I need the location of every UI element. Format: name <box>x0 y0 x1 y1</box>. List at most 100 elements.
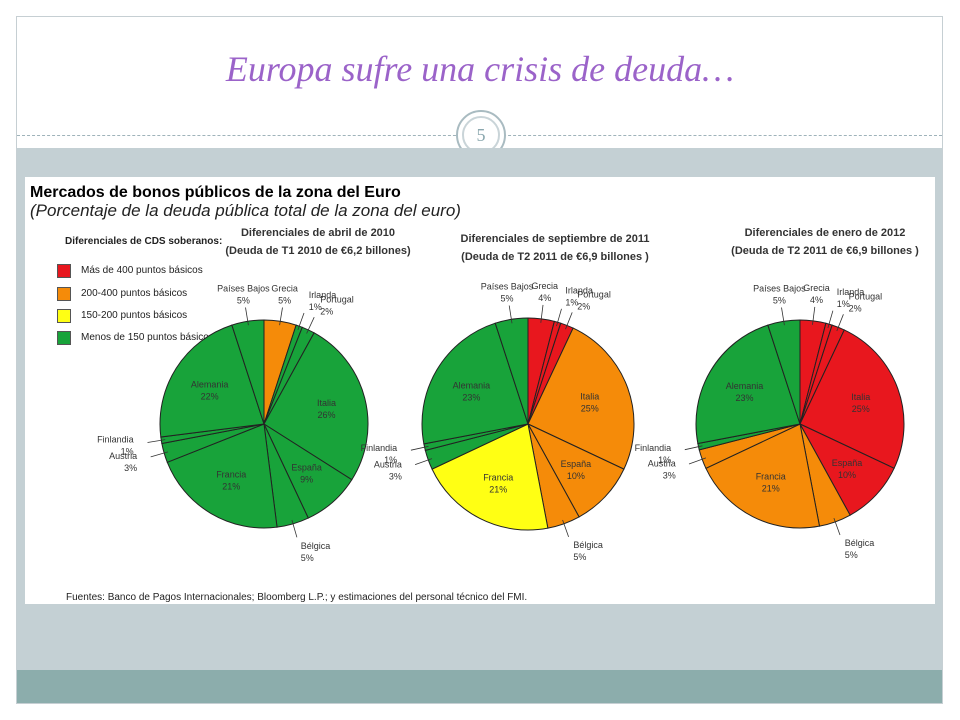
pie-2-value-alemania: 23% <box>462 393 480 403</box>
pie-3-leader-austria <box>688 457 707 465</box>
pie-1-leader-finlandia <box>147 439 166 443</box>
pie-3-leader-irlanda <box>827 310 834 329</box>
legend-label-yellow: 150-200 puntos básicos <box>81 310 188 321</box>
pie-title-2-line-1: Diferenciales de septiembre de 2011 <box>461 233 650 245</box>
pie-2-value-espana: 10% <box>567 471 585 481</box>
pie-1-slice-francia <box>166 423 278 529</box>
pie-title-1-line-2: (Deuda de T1 2010 de €6,2 billones) <box>225 245 411 257</box>
pie-2-value-finlandia: 1% <box>384 455 397 465</box>
legend-label-orange: 200-400 puntos básicos <box>81 288 188 299</box>
pie-3-value-austria: 3% <box>663 471 676 481</box>
pie-1-label-irlanda: Irlanda <box>309 290 337 300</box>
slide-frame <box>16 16 943 704</box>
pie-3-value-italia: 25% <box>852 404 870 414</box>
pie-2-label-irlanda: Irlanda <box>565 285 593 295</box>
pie-1-leader-paises-bajos <box>245 307 249 326</box>
pie-chart-2: Diferenciales de septiembre de 2011 (Deud… <box>361 233 650 562</box>
pie-1-value-irlanda: 1% <box>309 302 322 312</box>
pie-1-value-grecia: 5% <box>278 296 291 306</box>
pie-1-leader-grecia <box>279 307 283 326</box>
pie-1-label-austria: Austria <box>109 451 137 461</box>
footer-band <box>17 670 942 703</box>
pie-1-value-paises-bajos: 5% <box>237 296 250 306</box>
pie-2-label-austria: Austria <box>374 459 402 469</box>
pie-3-leader-portugal <box>836 314 844 332</box>
pie-1-leader-austria <box>150 451 169 458</box>
pie-2-leader-irlanda <box>556 308 562 327</box>
pie-chart-1: Diferenciales de abril de 2010 (Deuda de … <box>97 227 411 563</box>
pie-3-slice-francia <box>705 423 821 529</box>
pie-1-value-italia: 26% <box>317 410 335 420</box>
pie-3-value-espana: 10% <box>838 470 856 480</box>
pie-2-value-irlanda: 1% <box>565 297 578 307</box>
slide-title: Europa sufre una crisis de deuda… <box>225 49 735 89</box>
pie-2-label-portugal: Portugal <box>577 289 611 299</box>
pie-1-value-francia: 21% <box>222 482 240 492</box>
pie-3-value-alemania: 23% <box>735 393 753 403</box>
pie-1-label-alemania: Alemania <box>191 379 229 389</box>
pie-2-leader-grecia <box>540 304 544 323</box>
pie-2-leader-portugal <box>565 312 573 330</box>
pie-1-value-finlandia: 1% <box>121 447 134 457</box>
pie-2-slice-alemania <box>421 322 529 445</box>
pie-title-3-line-1: Diferenciales de enero de 2012 <box>745 227 906 239</box>
pie-1-label-paises-bajos: Países Bajos <box>217 284 270 294</box>
pie-3-value-irlanda: 1% <box>837 299 850 309</box>
pie-1-slice-alemania <box>159 324 265 438</box>
pie-1-leader-portugal <box>306 317 315 334</box>
pie-1-value-espana: 9% <box>300 474 313 484</box>
pie-title-3-line-2: (Deuda de T2 2011 de €6,9 billones ) <box>731 245 919 257</box>
pie-1-label-portugal: Portugal <box>320 295 354 305</box>
pie-1-value-alemania: 22% <box>201 391 219 401</box>
figure-sources: Fuentes: Banco de Pagos Internacionales;… <box>66 592 528 603</box>
pie-3-label-espana: España <box>832 458 863 468</box>
pie-3-value-finlandia: 1% <box>658 455 671 465</box>
legend-swatch-red <box>57 264 71 278</box>
pie-3-leader-paises-bajos <box>781 307 785 326</box>
pie-2-value-paises-bajos: 5% <box>500 294 513 304</box>
pie-1-value-belgica: 5% <box>301 553 314 563</box>
pie-2-leader-austria <box>414 458 433 465</box>
pie-1-slice-italia <box>263 332 369 481</box>
pie-2-label-finlandia: Finlandia <box>361 443 398 453</box>
pie-2-label-espana: España <box>561 459 592 469</box>
pie-3-label-belgica: Bélgica <box>845 538 875 548</box>
pie-3-value-grecia: 4% <box>810 295 823 305</box>
pie-2-value-belgica: 5% <box>573 552 586 562</box>
pie-3-label-alemania: Alemania <box>726 381 764 391</box>
legend-swatch-orange <box>57 287 71 301</box>
pie-3-leader-finlandia <box>684 445 703 451</box>
pie-3-label-francia: Francia <box>756 472 786 482</box>
figure-overlay-title: Mercados de bonos públicos de la zona de… <box>30 184 401 201</box>
pie-3-label-finlandia: Finlandia <box>635 443 672 453</box>
pie-3-label-austria: Austria <box>648 459 676 469</box>
pie-2-slice-francia <box>431 423 549 531</box>
legend-label-red: Más de 400 puntos básicos <box>81 265 203 276</box>
pie-3-value-paises-bajos: 5% <box>773 296 786 306</box>
pie-3-slice-alemania <box>695 324 801 445</box>
pie-1-label-finlandia: Finlandia <box>97 435 134 445</box>
pie-1-value-austria: 3% <box>124 463 137 473</box>
pie-3-leader-belgica <box>833 517 841 536</box>
pie-2-value-italia: 25% <box>581 404 599 414</box>
pie-3-value-belgica: 5% <box>845 550 858 560</box>
legend-label-green: Menos de 150 puntos básicos <box>81 332 214 343</box>
pie-2-label-paises-bajos: Países Bajos <box>481 282 534 292</box>
figure-subtitle: (Porcentaje de la deuda pública total de… <box>30 201 461 220</box>
pie-2-value-francia: 21% <box>489 485 507 495</box>
pie-2-label-alemania: Alemania <box>453 381 491 391</box>
pie-3-slice-italia <box>799 329 905 469</box>
pie-2-label-grecia: Grecia <box>532 281 559 291</box>
pie-chart-3: Diferenciales de enero de 2012 (Deuda de … <box>635 227 920 560</box>
pie-3-label-paises-bajos: Países Bajos <box>753 284 806 294</box>
pie-title-2-line-2: (Deuda de T2 2011 de €6,9 billones ) <box>461 251 649 263</box>
legend-swatch-green <box>57 331 71 345</box>
pie-2-value-portugal: 2% <box>577 301 590 311</box>
pie-1-leader-irlanda <box>297 312 305 331</box>
pie-2-leader-finlandia <box>410 445 429 451</box>
pie-2-label-belgica: Bélgica <box>573 540 603 550</box>
pie-3-label-irlanda: Irlanda <box>837 287 865 297</box>
pie-2-label-italia: Italia <box>580 392 599 402</box>
pie-3-leader-grecia <box>812 306 816 325</box>
